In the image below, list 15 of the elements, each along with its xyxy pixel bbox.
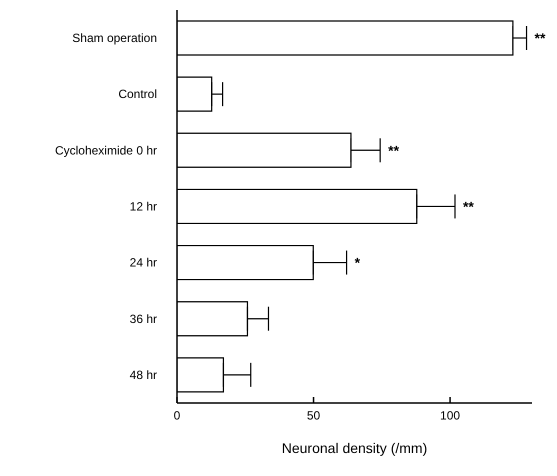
y-tick-label: Sham operation [72,31,157,46]
y-tick-label: Cycloheximide 0 hr [54,143,157,158]
annotation: * [354,254,361,271]
x-tick-label: 100 [440,408,460,423]
annotation: ** [388,142,400,158]
x-tick-label: 0 [174,408,181,423]
y-tick-label: Control [118,87,157,102]
annotation: ** [534,30,546,46]
y-tick-label: 36 hr [130,312,157,326]
annotation: ** [462,198,474,214]
y-tick-label: 24 hr [130,256,157,270]
y-tick-label: 48 hr [130,368,157,382]
x-axis-title: Neuronal density (/mm) [282,440,428,456]
y-tick-label: 12 hr [130,200,157,214]
x-tick-label: 50 [306,408,321,423]
